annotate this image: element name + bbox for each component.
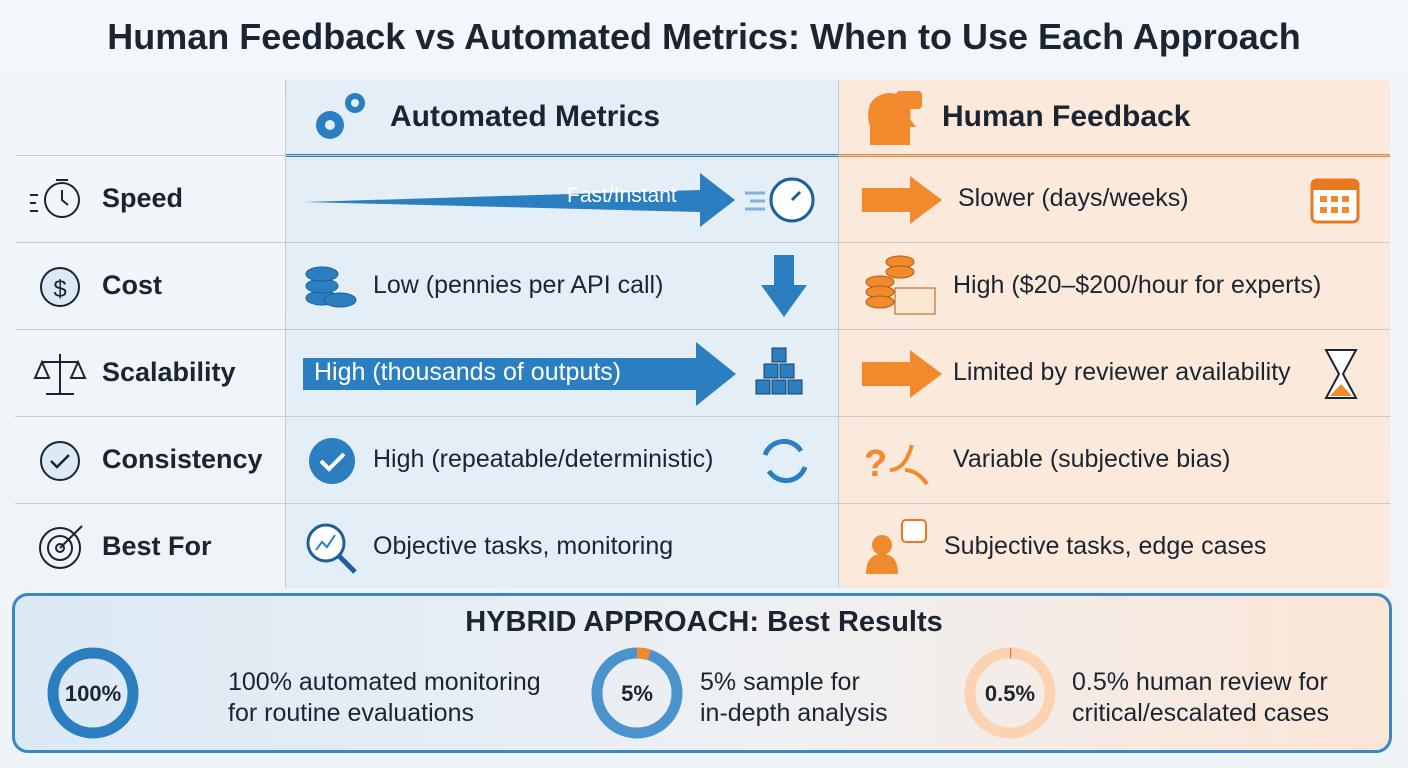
money-icon	[865, 255, 936, 315]
column-header: Human Feedback	[942, 100, 1191, 133]
ring-arc	[591, 647, 683, 739]
hybrid-text: critical/escalated cases	[1072, 699, 1329, 727]
automated-value: High (repeatable/deterministic)	[373, 445, 714, 473]
row-separator	[15, 503, 1390, 504]
automated-value: Objective tasks, monitoring	[373, 532, 674, 560]
hybrid-text: 100% automated monitoring	[228, 668, 541, 696]
divider	[838, 80, 839, 588]
down-arrow	[761, 255, 807, 317]
human-value: Slower (days/weeks)	[958, 184, 1189, 212]
automated-value: High (thousands of outputs)	[314, 358, 622, 386]
hybrid-box	[12, 593, 1392, 753]
row-separator	[15, 329, 1390, 330]
row-separator	[15, 155, 1390, 156]
hybrid-text: 0.5% human review for	[1072, 668, 1328, 696]
split-arrows	[889, 444, 929, 486]
magnifier-icon	[306, 523, 357, 574]
criterion: Cost	[102, 270, 162, 300]
scale-icon	[33, 354, 87, 395]
ring-arc	[47, 647, 139, 739]
human-value: Subjective tasks, edge cases	[944, 532, 1267, 560]
stopwatch-icon	[30, 179, 80, 218]
hybrid-text: 5% sample for	[700, 668, 860, 696]
column-header: Automated Metrics	[390, 100, 661, 133]
question-icon: ?	[864, 443, 887, 485]
ring-label: 5%	[621, 681, 653, 706]
criterion: Consistency	[102, 444, 263, 474]
ring-label: 0.5%	[985, 681, 1035, 706]
head-icon	[868, 91, 922, 145]
refresh-icon	[762, 438, 808, 484]
hybrid-title: HYBRID APPROACH: Best Results	[465, 606, 943, 638]
row-separator	[15, 242, 1390, 243]
coins-icon	[305, 266, 357, 308]
automated-value: Fast/Instant	[567, 184, 677, 207]
dollar-icon: $	[40, 267, 80, 307]
row-separator	[15, 416, 1390, 417]
divider	[285, 80, 286, 588]
target-icon	[39, 525, 83, 569]
human-value: Limited by reviewer availability	[953, 358, 1291, 386]
hourglass-icon	[1324, 349, 1358, 399]
clock-icon	[745, 177, 815, 223]
speed-arrow	[305, 173, 735, 227]
criterion: Scalability	[102, 357, 236, 387]
arrow	[862, 176, 942, 224]
human-value: High ($20–$200/hour for experts)	[953, 271, 1322, 299]
ring-label: 100%	[65, 681, 121, 706]
ring-arc	[964, 647, 1056, 739]
title: Human Feedback vs Automated Metrics: Whe…	[107, 16, 1301, 57]
cubes-icon	[755, 347, 803, 395]
arrow	[862, 350, 942, 398]
hybrid-text: in-depth analysis	[700, 699, 888, 727]
check-badge	[309, 438, 355, 484]
svg-text:$: $	[53, 276, 66, 303]
hybrid-text: for routine evaluations	[228, 699, 474, 727]
criterion: Speed	[102, 183, 184, 213]
scale-arrow	[303, 342, 736, 406]
person-icon	[866, 519, 927, 574]
human-value: Variable (subjective bias)	[953, 445, 1231, 473]
calendar-icon	[1310, 178, 1360, 224]
check-icon	[40, 441, 80, 481]
criterion: Best For	[102, 531, 212, 561]
automated-value: Low (pennies per API call)	[373, 271, 664, 299]
